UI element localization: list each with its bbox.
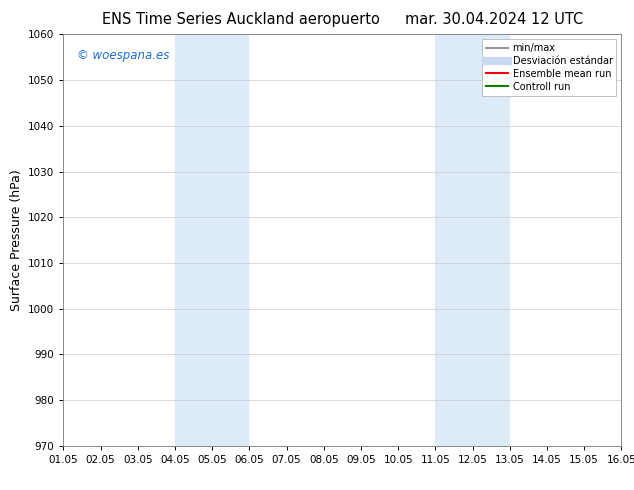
Bar [436, 34, 510, 446]
Y-axis label: Surface Pressure (hPa): Surface Pressure (hPa) [10, 169, 23, 311]
Text: mar. 30.04.2024 12 UTC: mar. 30.04.2024 12 UTC [405, 12, 584, 27]
Bar [175, 34, 249, 446]
Text: © woespana.es: © woespana.es [77, 49, 170, 62]
Legend: min/max, Desviación estándar, Ensemble mean run, Controll run: min/max, Desviación estándar, Ensemble m… [482, 39, 616, 96]
Text: ENS Time Series Auckland aeropuerto: ENS Time Series Auckland aeropuerto [102, 12, 380, 27]
